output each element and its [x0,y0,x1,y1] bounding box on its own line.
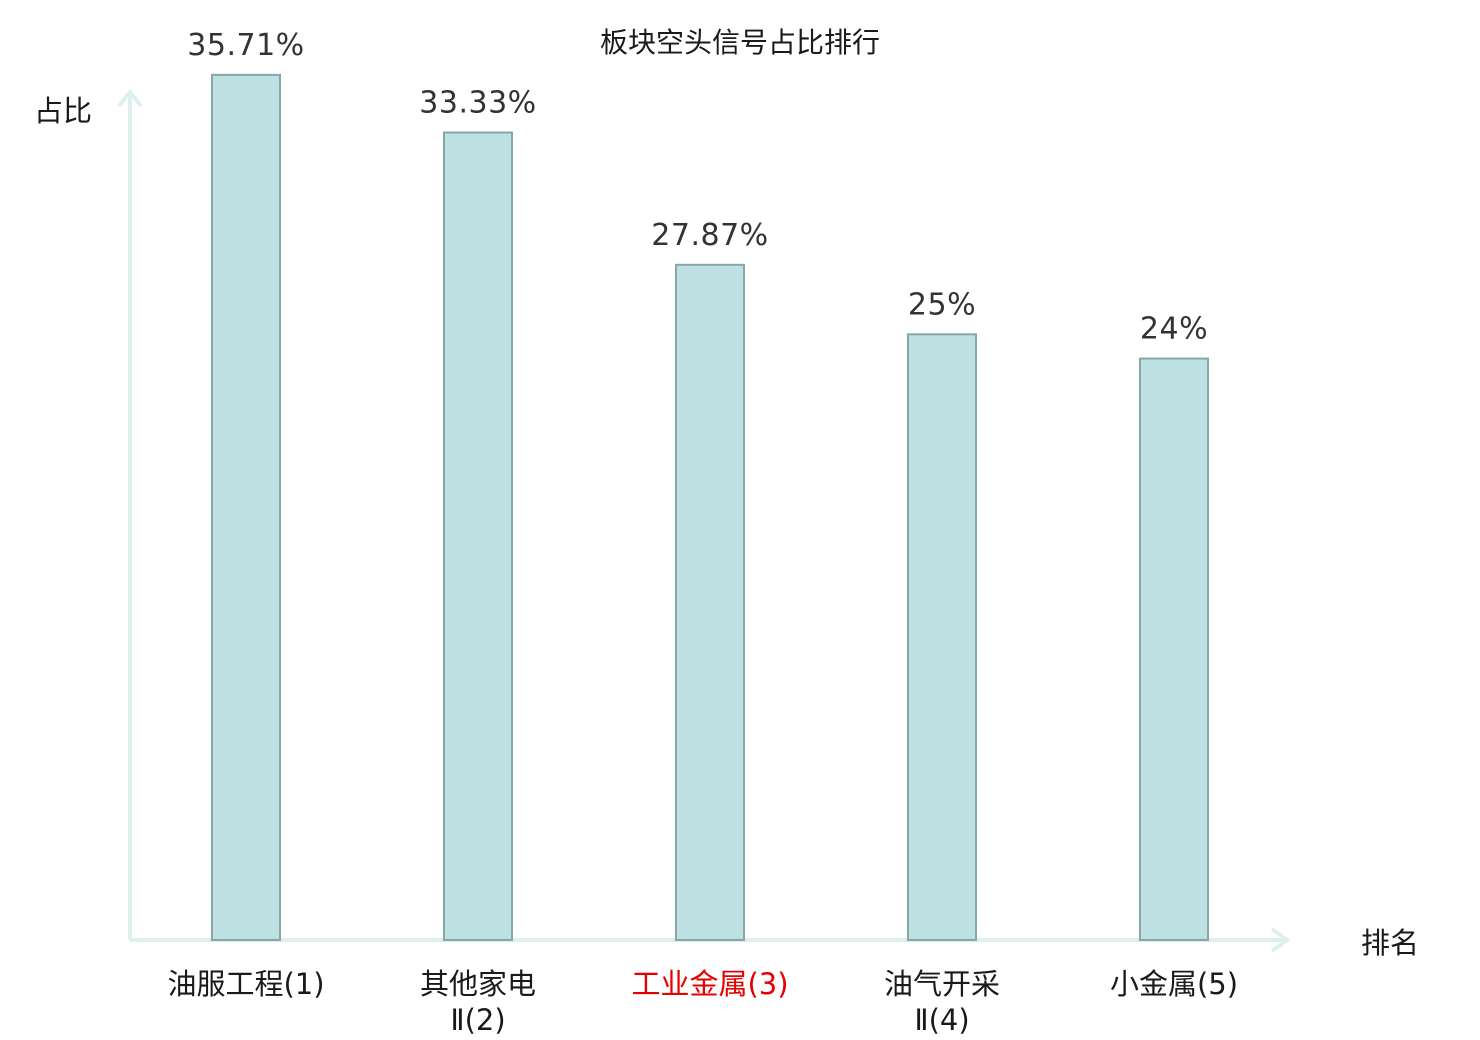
category-label: 其他家电 [420,967,536,1001]
category-label: Ⅱ(2) [450,1003,505,1037]
bar [675,263,745,942]
bar-value-label: 24% [1140,312,1208,347]
bars-group [211,73,1209,942]
bar [443,131,513,941]
y-axis-label: 占比 [34,94,92,128]
bar [907,333,977,941]
category-label: 油服工程(1) [167,967,324,1001]
category-label-highlighted: 工业金属(3) [631,967,788,1001]
bar-value-label: 33.33% [419,86,536,121]
x-axis-label: 排名 [1361,926,1419,960]
bar [1139,357,1209,941]
category-label: Ⅱ(4) [914,1003,969,1037]
value-labels-group: 35.71% 33.33% 27.87% 25% 24% [187,28,1208,347]
y-axis-arrow [117,88,143,108]
bar [211,73,281,941]
x-axis-arrow [1270,927,1291,953]
bar-value-label: 27.87% [651,218,768,253]
chart-title: 板块空头信号占比排行 [600,26,880,59]
category-label: 油气开采 [884,967,1000,1001]
bar-value-label: 25% [908,287,976,322]
category-label: 小金属(5) [1110,967,1238,1001]
bar-value-label: 35.71% [187,28,304,63]
